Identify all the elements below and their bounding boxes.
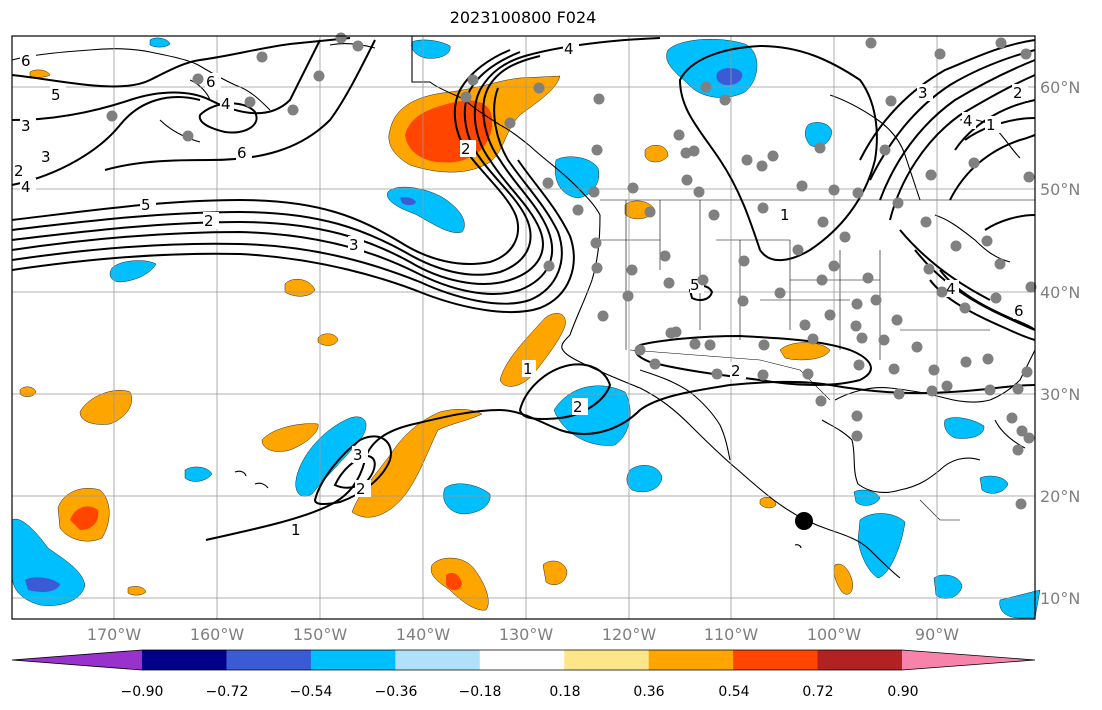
latitude-labels: 60°N 50°N 40°N 30°N 20°N 10°N — [1040, 78, 1080, 608]
contour-labels: 6 5 3 2 4 6 4 6 3 5 2 3 1 2 2 3 2 1 1 — [14, 40, 1029, 539]
contour-label: 5 — [141, 196, 151, 214]
contour-label: 4 — [946, 280, 956, 298]
colorbar-tick: −0.54 — [290, 684, 333, 700]
contour-label: 5 — [690, 276, 700, 294]
lon-label: 100°W — [807, 625, 862, 644]
contour-label: 2 — [204, 212, 214, 230]
colorbar-cell — [310, 650, 396, 670]
contour-label: 6 — [1014, 302, 1024, 320]
colorbar-cell — [817, 650, 903, 670]
contour-label: 2 — [461, 140, 471, 158]
lon-label: 170°W — [87, 625, 142, 644]
contour-label: 2 — [1013, 84, 1023, 102]
colorbar-tick: 0.54 — [718, 684, 749, 700]
colorbar-extend-max — [902, 650, 1035, 670]
strong-negative-core — [716, 67, 743, 86]
black-dot-marker — [795, 512, 813, 530]
contour-label: 4 — [221, 95, 231, 113]
contour-label: 2 — [573, 398, 583, 416]
contour-label: 1 — [291, 521, 301, 539]
contour-label: 3 — [349, 236, 359, 254]
lon-label: 140°W — [396, 625, 451, 644]
colorbar-cell — [142, 650, 227, 670]
station-dots — [106, 32, 1037, 510]
colorbar-cell — [564, 650, 650, 670]
colorbar-tick: −0.72 — [206, 684, 249, 700]
lat-label: 10°N — [1040, 589, 1080, 608]
lat-label: 60°N — [1040, 78, 1080, 97]
contour-label: 6 — [206, 73, 216, 91]
contour-label: 4 — [963, 112, 973, 130]
lat-label: 40°N — [1040, 283, 1080, 302]
contour-label: 2 — [731, 362, 741, 380]
colorbar-tick: 0.90 — [887, 684, 918, 700]
lon-label: 90°W — [915, 625, 959, 644]
contour-label: 4 — [564, 40, 574, 58]
contour-label: 2 — [14, 162, 24, 180]
lat-label: 20°N — [1040, 487, 1080, 506]
lon-label: 110°W — [704, 625, 759, 644]
colorbar-cell — [733, 650, 819, 670]
contour-label: 6 — [237, 144, 247, 162]
colorbar-extend-min — [12, 650, 142, 670]
contour-label: 2 — [356, 480, 366, 498]
map-frame — [11, 35, 1036, 620]
colorbar: −0.90 −0.72 −0.54 −0.36 −0.18 0.18 0.36 … — [11, 649, 1036, 700]
contour-label: 1 — [523, 360, 533, 378]
contour-label: 3 — [21, 117, 31, 135]
colorbar-cell — [226, 650, 312, 670]
lon-label: 120°W — [602, 625, 657, 644]
shaded-anomaly-layer — [11, 37, 1041, 619]
lat-label: 50°N — [1040, 180, 1080, 199]
lat-label: 30°N — [1040, 385, 1080, 404]
colorbar-tick: −0.18 — [459, 684, 502, 700]
colorbar-cell — [648, 650, 734, 670]
longitude-labels: 170°W 160°W 150°W 140°W 130°W 120°W 110°… — [87, 625, 959, 644]
contour-label: 3 — [353, 446, 363, 464]
colorbar-tick: −0.90 — [121, 684, 164, 700]
colorbar-cell — [395, 650, 481, 670]
colorbar-tick: 0.36 — [633, 684, 664, 700]
colorbar-tick: 0.72 — [802, 684, 833, 700]
colorbar-cell — [479, 650, 565, 670]
contour-label: 6 — [21, 52, 31, 70]
colorbar-ticks: −0.90 −0.72 −0.54 −0.36 −0.18 0.18 0.36 … — [121, 684, 919, 700]
colorbar-tick: −0.36 — [375, 684, 418, 700]
map-title: 2023100800 F024 — [449, 8, 597, 27]
contour-label: 3 — [41, 148, 51, 166]
colorbar-tick: 0.18 — [549, 684, 580, 700]
contour-label: 1 — [986, 116, 996, 134]
contour-label: 5 — [51, 86, 61, 104]
contour-label: 3 — [918, 84, 928, 102]
contour-label: 1 — [780, 206, 790, 224]
lon-label: 150°W — [293, 625, 348, 644]
contour-label: 4 — [21, 178, 31, 196]
lon-label: 160°W — [190, 625, 245, 644]
lon-label: 130°W — [499, 625, 554, 644]
